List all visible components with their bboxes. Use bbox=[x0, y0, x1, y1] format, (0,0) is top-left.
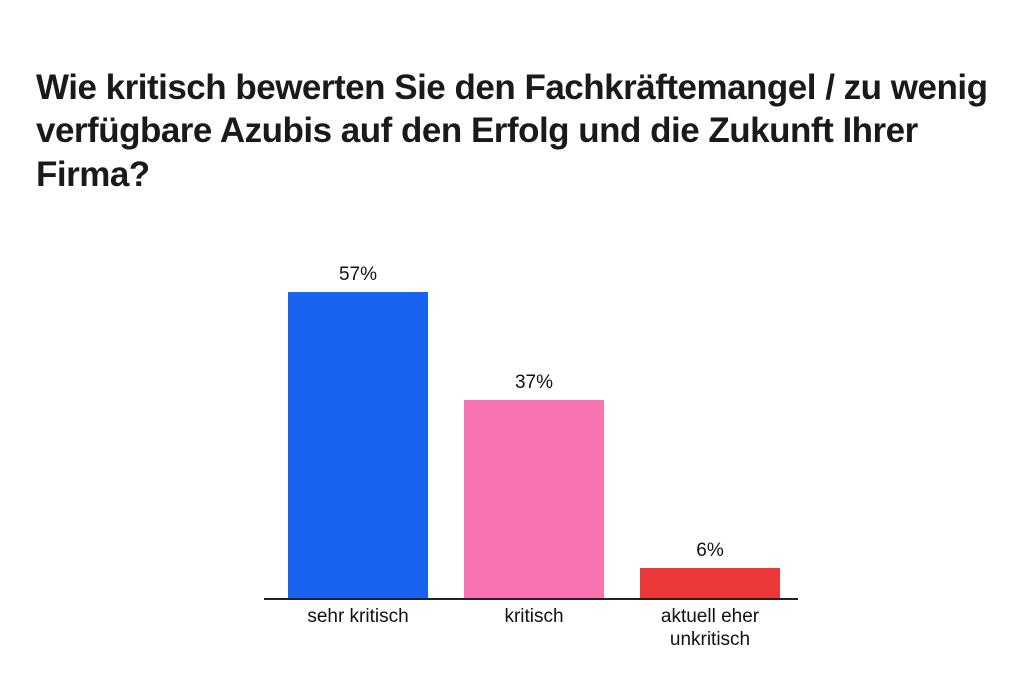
x-axis-labels: sehr kritischkritischaktuell eher unkrit… bbox=[270, 606, 798, 652]
x-axis-label: kritisch bbox=[446, 606, 622, 652]
bar-chart: 57%37%6% sehr kritischkritischaktuell eh… bbox=[270, 256, 798, 600]
bar-value-label: 57% bbox=[339, 264, 377, 286]
chart-title: Wie kritisch bewerten Sie den Fachkräfte… bbox=[36, 66, 994, 196]
x-axis-label: sehr kritisch bbox=[270, 606, 446, 652]
bar bbox=[288, 292, 428, 600]
bar-cell: 57% bbox=[270, 264, 446, 600]
bars-row: 57% 37% 6% bbox=[270, 264, 798, 600]
bar-cell: 37% bbox=[446, 372, 622, 600]
chart-baseline bbox=[264, 598, 798, 600]
bar-value-label: 37% bbox=[515, 372, 553, 394]
bar-value-label: 6% bbox=[696, 540, 723, 562]
x-axis-label: aktuell eher unkritisch bbox=[622, 606, 798, 652]
bar bbox=[464, 400, 604, 600]
bar bbox=[640, 568, 780, 600]
bar-cell: 6% bbox=[622, 540, 798, 600]
